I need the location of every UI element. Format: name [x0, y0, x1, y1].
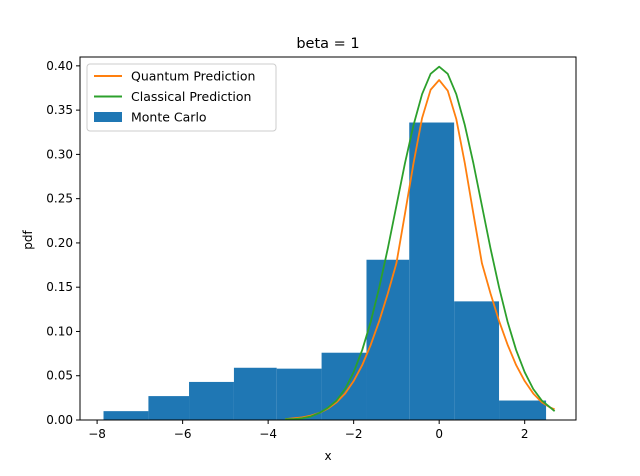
y-tick-label: 0.20 [46, 236, 73, 250]
prediction-lines [285, 65, 556, 421]
histogram-bar [148, 396, 190, 420]
y-tick-label: 0.40 [46, 59, 73, 73]
x-tick-label: −2 [345, 427, 363, 441]
legend-label: Quantum Prediction [131, 69, 255, 84]
histogram-bar [103, 411, 149, 420]
y-axis-label: pdf [21, 230, 35, 250]
histogram-bar [233, 367, 277, 420]
histogram-bar [321, 352, 367, 420]
legend-box [86, 63, 277, 132]
legend: Quantum Prediction Classical Prediction Mo… [86, 63, 277, 132]
histogram-bar [454, 301, 500, 420]
classical-prediction-line [285, 65, 556, 421]
quantum-prediction-line [285, 79, 555, 421]
y-tick-label: 0.05 [46, 369, 73, 383]
legend-label: Classical Prediction [131, 89, 251, 104]
x-tick-label: −4 [259, 427, 277, 441]
legend-swatch-patch [94, 112, 122, 122]
x-tick-label: 0 [435, 427, 443, 441]
chart-title: beta = 1 [296, 36, 359, 52]
legend-label: Monte Carlo [131, 110, 207, 125]
histogram-bar [499, 400, 547, 420]
x-tick-label: −6 [174, 427, 192, 441]
plot-frame [79, 56, 577, 421]
y-tick-label: 0.35 [46, 103, 73, 117]
y-tick-label: 0.30 [46, 147, 73, 161]
histogram-bars [103, 122, 547, 420]
y-tick-label: 0.10 [46, 324, 73, 338]
histogram-bar [409, 122, 455, 420]
x-tick-label: −8 [88, 427, 106, 441]
y-tick-label: 0.00 [46, 413, 73, 427]
axes: −8 −6 −4 −2 0 2 0.00 0.05 0.10 0.15 0.20 0.25 0.30 0.… [46, 56, 577, 441]
y-tick-label: 0.15 [46, 280, 73, 294]
y-tick-label: 0.25 [46, 192, 73, 206]
x-tick-label: 2 [521, 427, 529, 441]
histogram-bar [189, 381, 234, 420]
x-axis-label: x [324, 449, 331, 463]
histogram-bar [366, 259, 410, 420]
histogram-bar [276, 368, 322, 420]
